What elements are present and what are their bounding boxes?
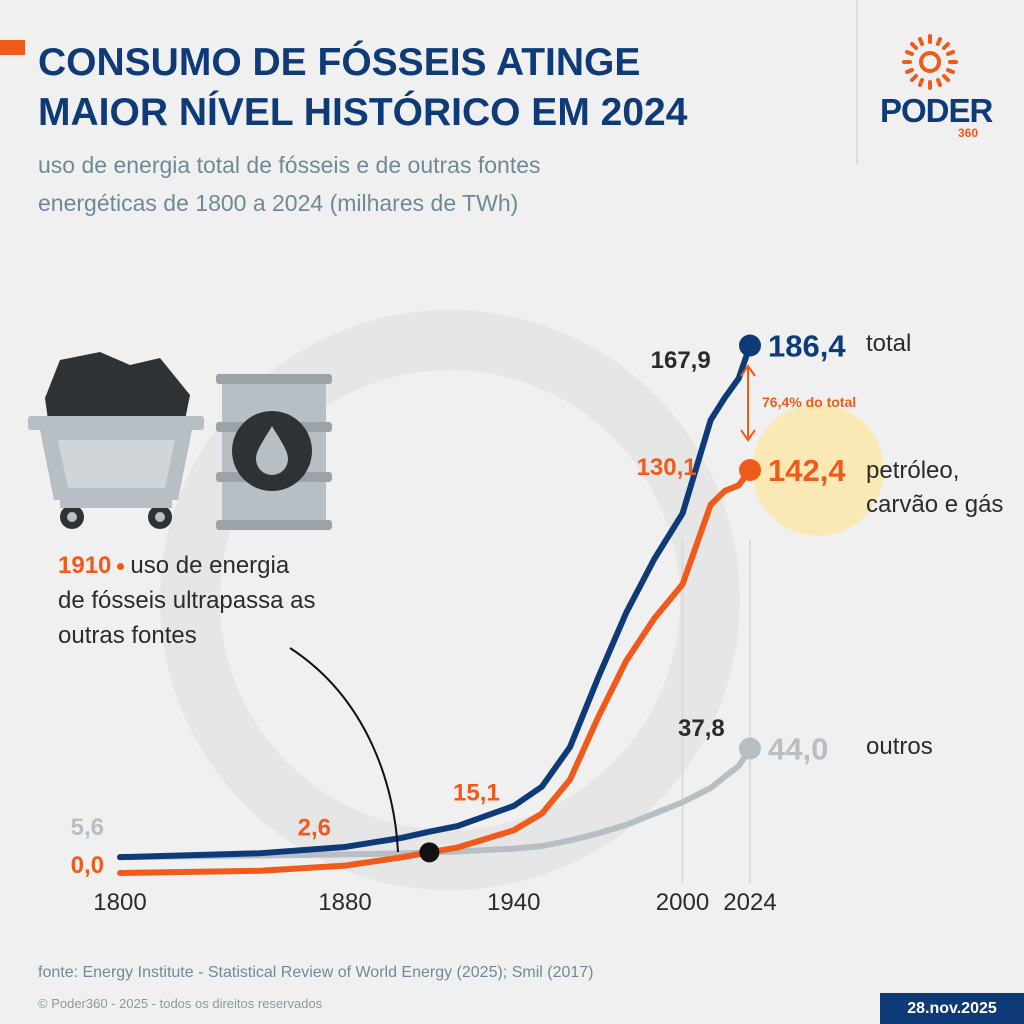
crossing-marker — [419, 842, 440, 863]
value-label: 5,6 — [71, 814, 104, 841]
annotation-text: uso de energia de fósseis ultrapassa as … — [58, 552, 316, 649]
coal-cart-icon — [28, 352, 204, 529]
background-rays — [160, 310, 740, 890]
x-tick-label: 1800 — [93, 889, 146, 916]
x-tick-label: 1880 — [318, 889, 371, 916]
end-value-label: 186,4 — [768, 328, 846, 363]
value-label: 167,9 — [651, 347, 711, 374]
x-tick-label: 2024 — [723, 889, 776, 916]
legend-label: total — [866, 330, 912, 358]
x-tick-label: 2000 — [656, 889, 709, 916]
title-line: CONSUMO DE FÓSSEIS ATINGE — [38, 41, 641, 84]
chart-title: CONSUMO DE FÓSSEIS ATINGE MAIOR NÍVEL HI… — [38, 38, 687, 138]
x-tick-label: 1940 — [487, 889, 540, 916]
bullet — [117, 563, 125, 571]
value-label: 0,0 — [71, 852, 104, 879]
end-marker — [739, 737, 761, 760]
brand-name: PODER — [880, 92, 993, 129]
plot: 1800 1880 1940 2000 2024 5,6 37,8 44,0 0,0 2,6 15,… — [71, 328, 847, 916]
accent-bar — [0, 40, 25, 55]
source: fonte: Energy Institute - Statistical Re… — [38, 964, 594, 981]
series-line — [117, 342, 753, 861]
subtitle-line: energéticas de 1800 a 2024 (milhares de … — [38, 190, 519, 216]
value-label: 37,8 — [678, 715, 725, 742]
end-value-label: 44,0 — [768, 731, 828, 766]
legend-label: outros — [866, 733, 933, 761]
annotation-year: 1910 — [58, 552, 112, 579]
value-label: 15,1 — [453, 779, 500, 806]
annotation-leader — [289, 647, 399, 853]
date: 28.nov.2025 — [880, 993, 1024, 1024]
share-note: 76,4% do total — [762, 394, 856, 410]
subtitle: uso de energia total de fósseis e de out… — [38, 146, 541, 222]
share-arrow — [740, 364, 756, 442]
oil-barrel-icon — [216, 374, 332, 530]
legend-label: petróleo, carvão e gás — [866, 457, 1004, 518]
subtitle-line: uso de energia total de fósseis e de out… — [38, 152, 541, 178]
copyright: © Poder360 - 2025 - todos os direitos re… — [38, 996, 323, 1011]
value-label: 2,6 — [298, 815, 331, 842]
series-line — [117, 745, 753, 861]
brand-icon — [902, 34, 958, 90]
brand-suffix: 360 — [958, 126, 979, 140]
end-value-label: 142,4 — [768, 453, 846, 488]
highlight-circle — [752, 404, 884, 536]
end-marker — [739, 334, 761, 357]
series-line — [117, 467, 753, 876]
annotation: 1910 uso de energia de fósseis ultrapassa… — [58, 548, 320, 653]
title-line: MAIOR NÍVEL HISTÓRICO EM 2024 — [38, 91, 688, 134]
end-marker — [739, 459, 761, 482]
value-label: 130,1 — [637, 454, 697, 481]
